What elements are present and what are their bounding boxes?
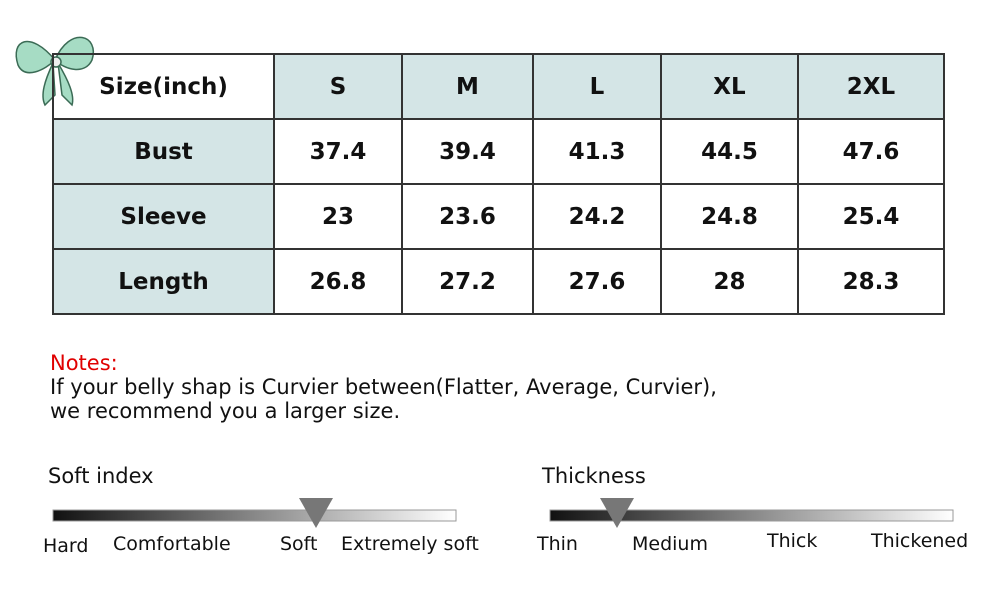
size-value: 24.2: [532, 183, 662, 250]
body-row: Bust 37.4 39.4 41.3 44.5 47.6: [52, 118, 945, 185]
row-label: Length: [52, 248, 275, 315]
size-value: 39.4: [401, 118, 534, 185]
header-cell: M: [401, 53, 534, 120]
indicator: [600, 498, 634, 528]
scale-title: Thickness: [542, 464, 646, 488]
header-cell: XL: [660, 53, 799, 120]
scale-label: Comfortable: [113, 533, 231, 555]
gradient-bar: [52, 509, 457, 522]
size-value: 26.8: [273, 248, 403, 315]
scale-label: Thick: [767, 530, 818, 552]
thickness-scale: [549, 498, 954, 528]
scale-label: Hard: [43, 535, 89, 557]
size-value: 23: [273, 183, 403, 250]
size-value: 24.8: [660, 183, 799, 250]
header-cell: L: [532, 53, 662, 120]
notes-title: Notes:: [50, 351, 118, 375]
header-row: Size(inch) S M L XL 2XL: [52, 53, 945, 120]
indicator: [299, 498, 333, 528]
scale-title: Soft index: [48, 464, 154, 488]
size-value: 47.6: [797, 118, 945, 185]
size-value: 44.5: [660, 118, 799, 185]
scale-label: Medium: [632, 533, 708, 555]
soft-scale: [52, 498, 457, 528]
size-value: 25.4: [797, 183, 945, 250]
scale-label: Soft: [280, 533, 318, 555]
scale-label: Thickened: [871, 530, 969, 552]
body-row: Sleeve 23 23.6 24.2 24.8 25.4: [52, 183, 945, 250]
body-row: Length 26.8 27.2 27.6 28 28.3: [52, 248, 945, 315]
size-value: 27.2: [401, 248, 534, 315]
size-value: 41.3: [532, 118, 662, 185]
size-table: Size(inch) S M L XL 2XL Bust 37.4 39.4 41.3…: [52, 53, 945, 315]
header-cell: Size(inch): [52, 53, 275, 120]
size-value: 28: [660, 248, 799, 315]
size-value: 28.3: [797, 248, 945, 315]
row-label: Sleeve: [52, 183, 275, 250]
scale-label: Extremely soft: [341, 533, 479, 555]
size-value: 27.6: [532, 248, 662, 315]
gradient-bar: [549, 509, 954, 522]
size-value: 37.4: [273, 118, 403, 185]
row-label: Bust: [52, 118, 275, 185]
header-cell: S: [273, 53, 403, 120]
size-value: 23.6: [401, 183, 534, 250]
notes-line: If your belly shap is Curvier between(Fl…: [50, 375, 717, 399]
scale-label: Thin: [537, 533, 578, 555]
notes-line: we recommend you a larger size.: [50, 399, 401, 423]
header-cell: 2XL: [797, 53, 945, 120]
